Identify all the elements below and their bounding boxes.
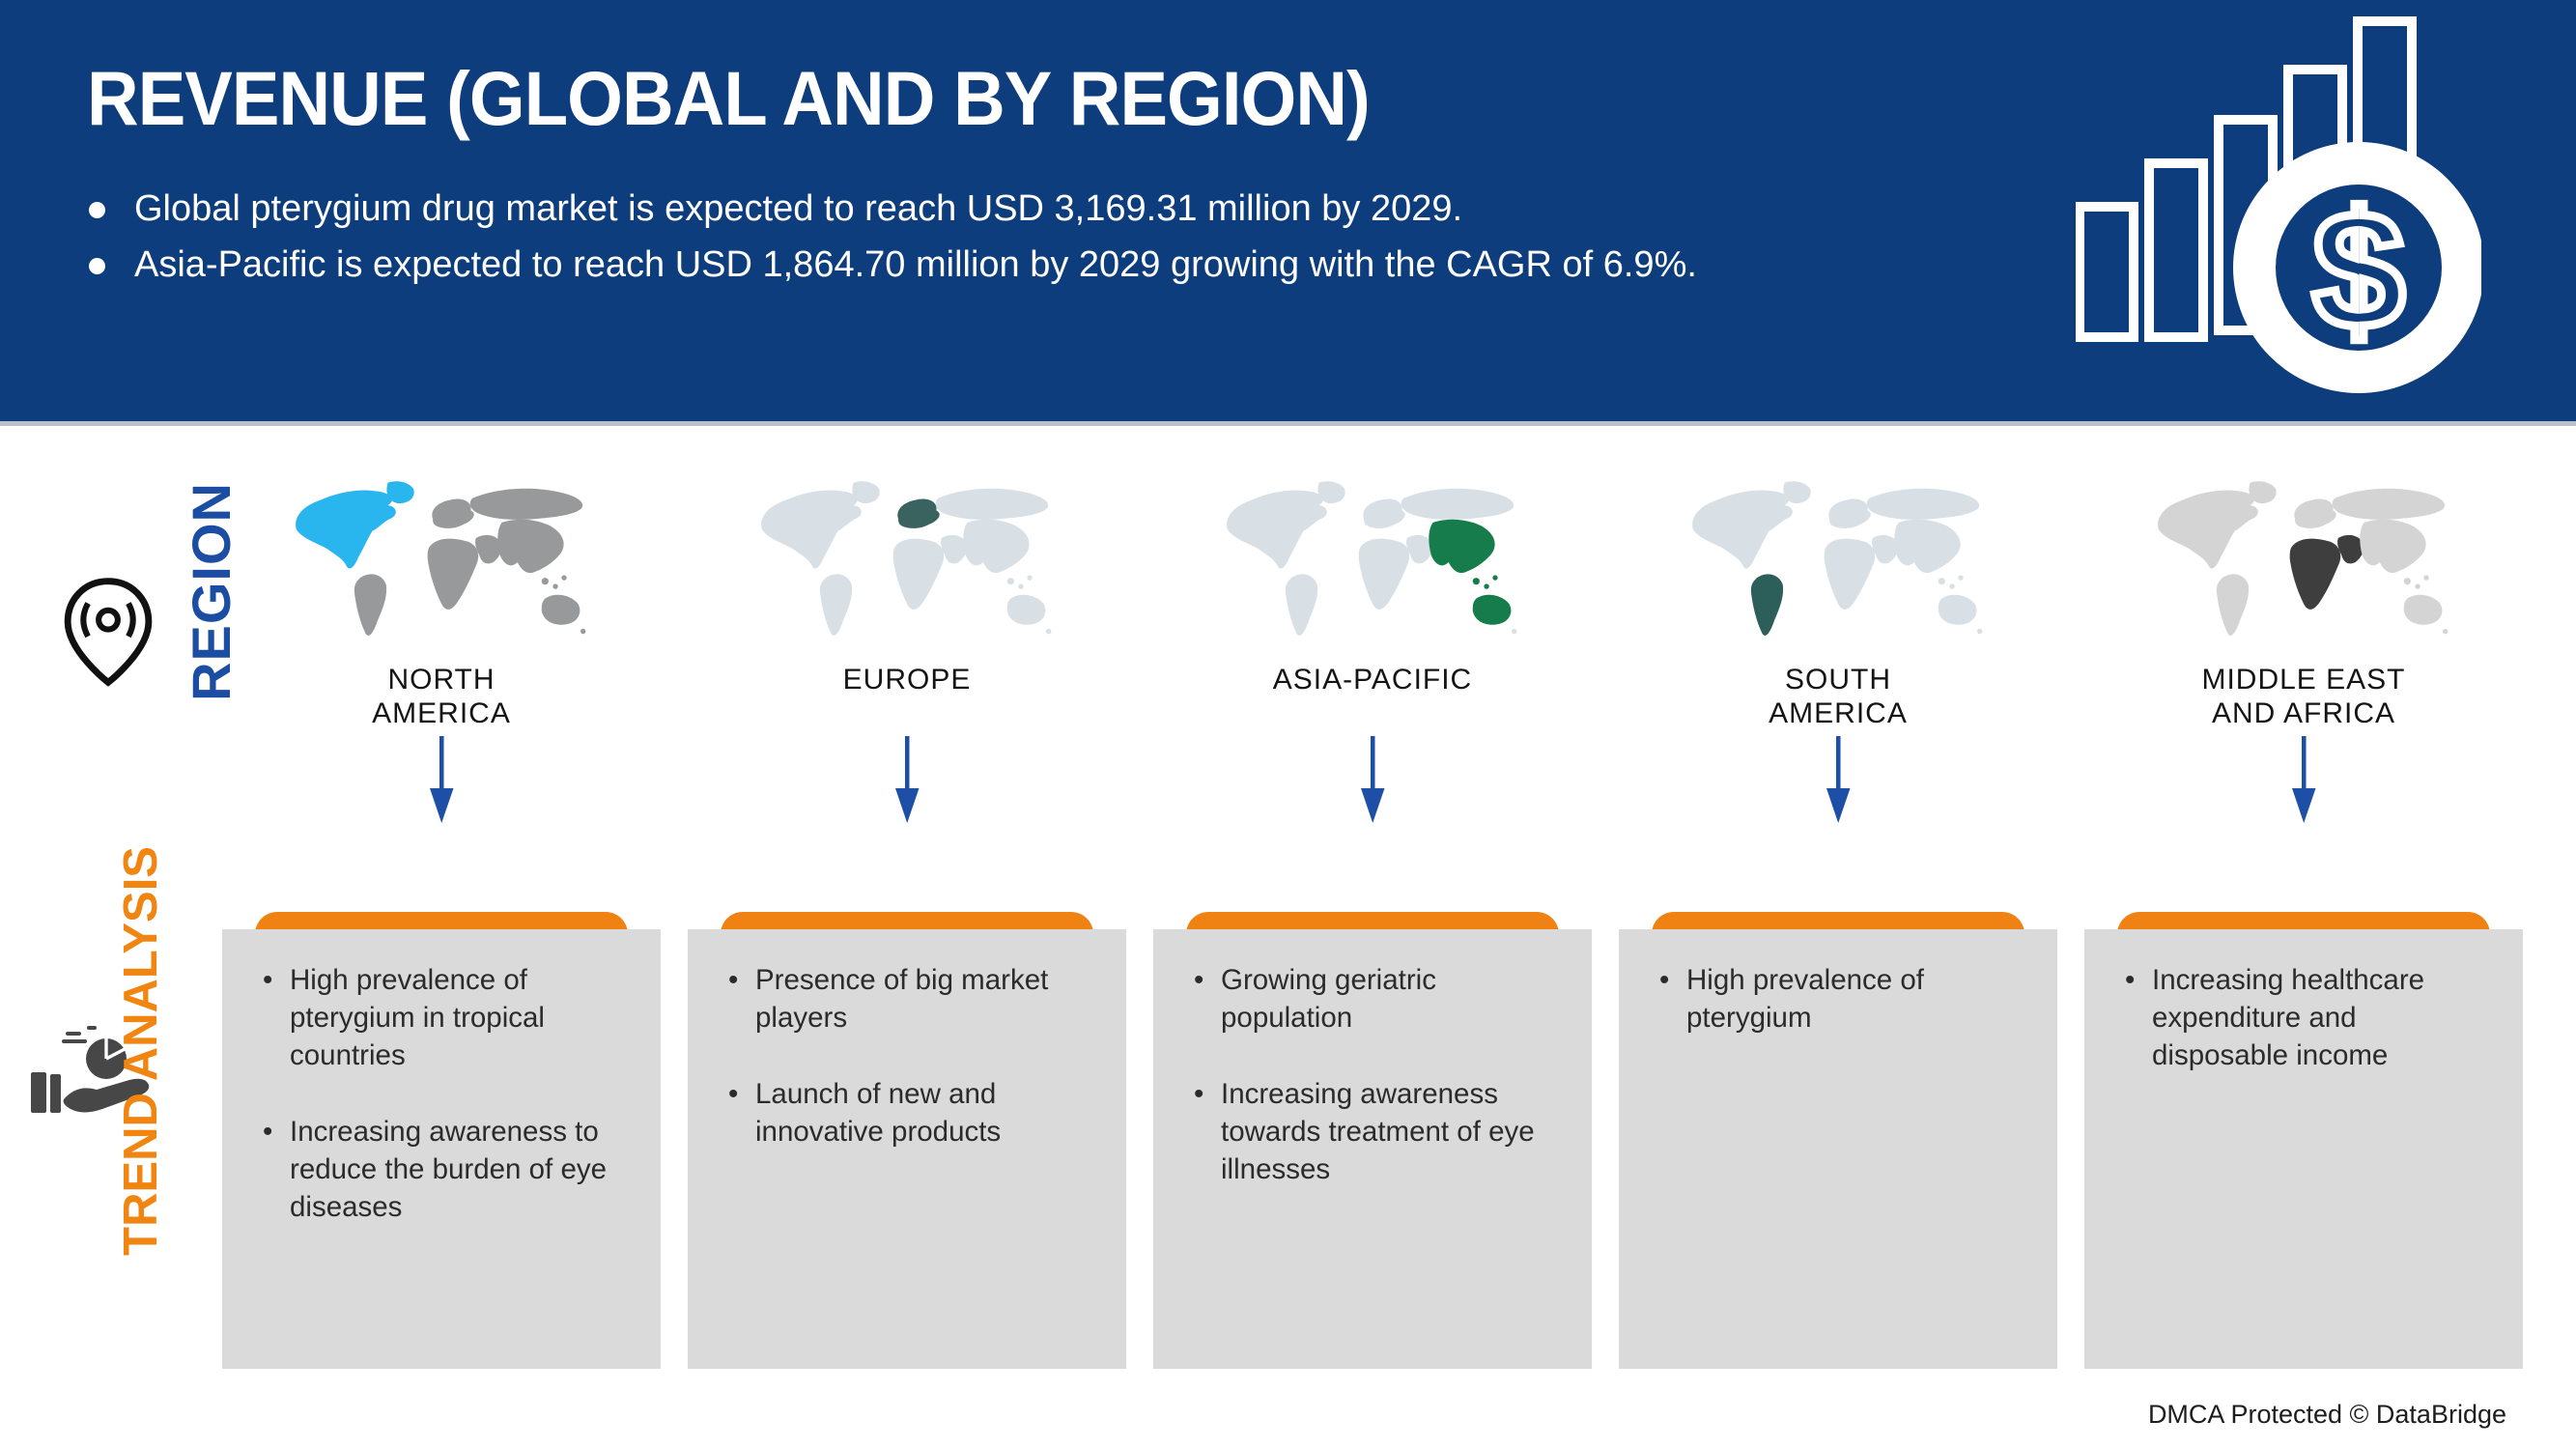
arrow-cell (1619, 736, 2057, 825)
region-column: ASIA-PACIFIC (1153, 475, 1592, 731)
trend-bullet: Launch of new and innovative products (726, 1076, 1097, 1151)
bullet-dot-icon (89, 257, 105, 274)
trend-card-panel: High prevalence of pterygium in tropical… (222, 929, 661, 1369)
world-map-eu (761, 481, 1052, 636)
map-pin-icon (64, 578, 153, 687)
trend-list: Presence of big market players Launch of … (726, 962, 1097, 1151)
trend-bullet: High prevalence of pterygium (1657, 962, 2028, 1037)
region-column: MIDDLE EAST AND AFRICA (2084, 475, 2523, 731)
down-arrow-icon (2292, 736, 2316, 823)
trend-list: Increasing healthcare expenditure and di… (2123, 962, 2494, 1075)
arrows-row (222, 736, 2523, 825)
trend-list: High prevalence of pterygium in tropical… (261, 962, 632, 1227)
down-arrow-icon (430, 736, 454, 823)
hero-banner: REVENUE (GLOBAL AND BY REGION) Global pt… (0, 0, 2576, 426)
trend-rail-title: TREND ANALYSIS (115, 846, 167, 1256)
region-column: NORTH AMERICA (222, 475, 661, 731)
region-column: EUROPE (688, 475, 1126, 731)
arrow-cell (688, 736, 1126, 825)
trend-rail: TREND ANALYSIS (114, 846, 168, 1256)
region-label: MIDDLE EAST AND AFRICA (2201, 664, 2406, 730)
trend-card-panel: Presence of big market players Launch of … (688, 929, 1126, 1369)
trend-cards-row: High prevalence of pterygium in tropical… (222, 912, 2523, 1369)
trend-bullet: Increasing healthcare expenditure and di… (2123, 962, 2494, 1075)
trend-card-panel: Growing geriatric population Increasing a… (1153, 929, 1592, 1369)
trend-card: High prevalence of pterygium (1619, 912, 2057, 1369)
trend-bullet: Growing geriatric population (1192, 962, 1563, 1037)
arrow-cell (1153, 736, 1592, 825)
hand-pie-chart-icon (31, 1026, 150, 1113)
page-title: REVENUE (GLOBAL AND BY REGION) (87, 55, 1371, 141)
region-maps-row: NORTH AMERICA EUROPE (222, 475, 2523, 731)
hero-bullet-text: Asia-Pacific is expected to reach USD 1,… (134, 243, 1697, 285)
arrow-cell (2084, 736, 2523, 825)
world-map-sa (1692, 481, 1983, 636)
world-map-mea (2158, 481, 2449, 636)
down-arrow-icon (1826, 736, 1851, 823)
trend-bullet: Increasing awareness to reduce the burde… (261, 1114, 632, 1227)
bar-chart-dollar-icon: $ (2076, 16, 2481, 393)
dollar-glyph: $ (2312, 178, 2405, 363)
dmca-footer-text: DMCA Protected © DataBridge (2147, 1400, 2506, 1429)
hero-bullet-text: Global pterygium drug market is expected… (134, 188, 1463, 229)
hero-bullet: Asia-Pacific is expected to reach USD 1,… (89, 243, 1697, 286)
trend-list: Growing geriatric population Increasing a… (1192, 962, 1563, 1189)
trend-card: High prevalence of pterygium in tropical… (222, 912, 661, 1369)
region-label: ASIA-PACIFIC (1272, 664, 1473, 696)
region-label: SOUTH AMERICA (1769, 664, 1908, 730)
down-arrow-icon (1361, 736, 1385, 823)
trend-card-panel: High prevalence of pterygium (1619, 929, 2057, 1369)
trend-card: Increasing healthcare expenditure and di… (2084, 912, 2523, 1369)
arrow-cell (222, 736, 661, 825)
bullet-dot-icon (89, 202, 105, 218)
trend-card: Growing geriatric population Increasing a… (1153, 912, 1592, 1369)
trend-bullet: High prevalence of pterygium in tropical… (261, 962, 632, 1075)
world-map-na (296, 481, 586, 636)
trend-bullet: Presence of big market players (726, 962, 1097, 1037)
coin-face (2276, 185, 2442, 351)
trend-card: Presence of big market players Launch of … (688, 912, 1126, 1369)
hero-bullet-list: Global pterygium drug market is expected… (89, 188, 1697, 301)
world-map-ap (1227, 481, 1517, 636)
hero-bullet: Global pterygium drug market is expected… (89, 188, 1697, 230)
trend-list: High prevalence of pterygium (1657, 962, 2028, 1037)
trend-card-panel: Increasing healthcare expenditure and di… (2084, 929, 2523, 1369)
region-column: SOUTH AMERICA (1619, 475, 2057, 731)
region-label: NORTH AMERICA (372, 664, 511, 730)
trend-bullet: Increasing awareness towards treatment o… (1192, 1076, 1563, 1189)
down-arrow-icon (895, 736, 920, 823)
region-label: EUROPE (842, 664, 972, 696)
